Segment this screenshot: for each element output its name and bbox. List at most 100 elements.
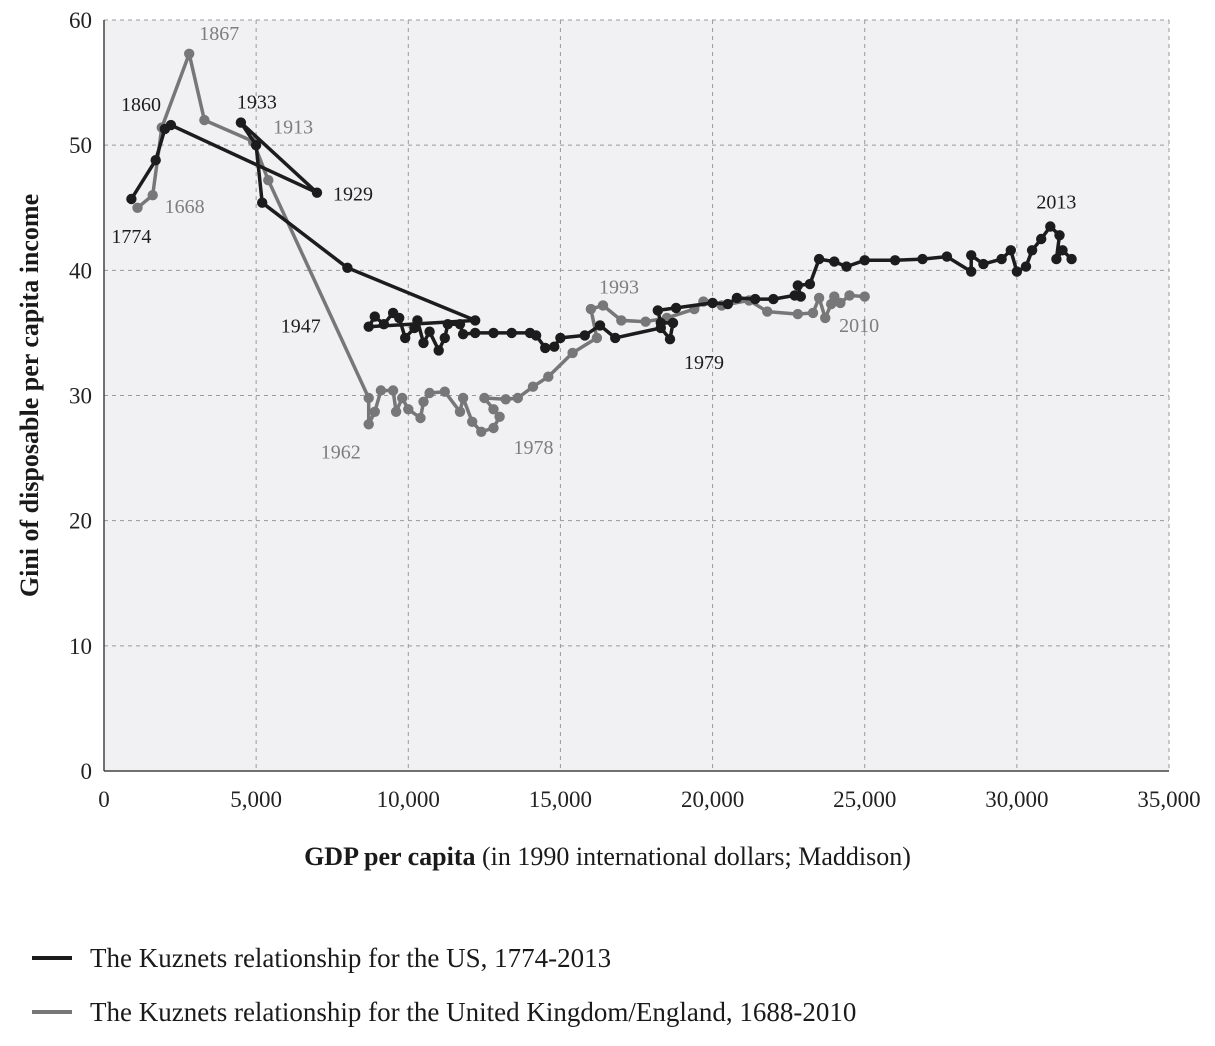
data-point-uk [543,371,554,382]
data-point-us [126,193,137,205]
data-point-us [433,345,444,356]
x-tick-label: 5,000 [230,787,282,812]
data-point-uk [454,406,466,417]
data-point-us [394,312,405,324]
data-point-uk [488,404,499,415]
data-point-us [667,317,679,329]
data-point-uk [363,419,374,430]
data-point-us [670,302,682,314]
year-annotation: 2013 [1036,192,1076,214]
data-point-us [804,278,816,290]
y-tick-label: 30 [69,384,92,409]
data-point-us [1011,266,1023,277]
data-point-us [664,334,676,345]
year-annotation: 1979 [684,352,724,374]
data-point-us [996,253,1007,265]
legend-item-us: The Kuznets relationship for the US, 177… [32,938,856,978]
data-point-us [768,293,779,305]
data-point-us [457,329,469,340]
data-point-us [439,332,450,344]
data-point-us [1045,221,1056,232]
data-point-us [917,253,928,265]
data-point-us [795,291,806,302]
x-tick-label: 30,000 [985,787,1048,812]
year-annotation: 1947 [281,316,321,338]
data-point-uk [640,316,651,327]
series-us [126,117,1077,356]
data-point-us [731,292,743,304]
data-point-us [859,255,870,266]
data-point-uk [835,297,846,309]
data-point-uk [369,406,380,417]
data-point-uk [132,202,143,213]
data-point-uk [859,291,870,302]
data-point-uk [424,387,435,399]
data-point-us [1054,230,1065,241]
data-point-uk [390,406,402,417]
year-annotation: 1860 [121,94,161,116]
data-point-us [841,261,852,272]
axes: 0 5,000 10,000 15,000 20,000 25,000 30,000 35,0… [69,8,1201,812]
data-point-uk [567,347,578,359]
data-point-uk [844,290,855,301]
data-point-uk [457,392,469,404]
data-point-uk [597,300,609,311]
data-point-us [1036,233,1047,245]
data-point-us [442,319,453,330]
data-point-us [889,255,901,266]
data-point-uk [467,416,478,427]
data-point-us [540,342,551,354]
data-point-us [941,251,953,262]
data-point-uk [488,422,499,434]
data-point-us [555,332,566,344]
year-annotation: 1933 [237,92,277,114]
data-point-us [150,155,161,166]
legend-label-us: The Kuznets relationship for the US, 177… [90,942,612,973]
data-point-uk [494,411,505,422]
data-point-us [966,266,977,277]
data-point-us [652,305,663,316]
data-point-us [250,140,262,151]
data-point-us [424,326,435,337]
year-annotation: 1962 [321,441,361,463]
data-point-us [470,327,481,339]
data-point-us [750,293,761,305]
data-point-us [363,321,374,332]
data-point-uk [439,386,450,397]
kuznets-chart: 0 5,000 10,000 15,000 20,000 25,000 30,000 35,0… [15,8,1201,812]
data-point-uk [476,426,487,437]
data-point-uk [415,412,426,424]
year-annotation: 1929 [333,184,373,206]
data-point-uk [591,332,603,344]
x-axis-label-bold: GDP per capita [304,842,476,871]
data-point-us [579,330,590,341]
x-tick-label: 0 [98,787,110,812]
data-point-uk [479,392,490,404]
data-point-us [966,250,977,261]
data-point-uk [500,394,511,405]
x-tick-label: 15,000 [529,787,592,812]
data-point-us [594,320,606,331]
data-point-us [707,297,718,309]
data-point-us [530,330,542,341]
data-point-uk [363,392,374,404]
year-annotation: 1867 [199,23,239,45]
x-tick-label: 20,000 [681,787,744,812]
legend-item-uk: The Kuznets relationship for the United … [32,992,856,1032]
data-point-uk [527,381,539,392]
data-point-us [470,315,481,326]
y-tick-label: 60 [69,8,92,33]
year-annotation: 1668 [165,196,205,218]
data-point-us [488,327,499,339]
series-line-uk [136,52,865,434]
data-point-uk [397,392,408,404]
data-point-us [257,197,268,208]
year-annotation: 2010 [839,315,879,337]
data-point-us [311,187,323,198]
series-layer [126,48,1077,437]
data-point-us [235,117,247,128]
year-annotation: 1993 [599,276,639,298]
data-point-uk [616,315,627,326]
y-tick-label: 20 [69,509,92,534]
